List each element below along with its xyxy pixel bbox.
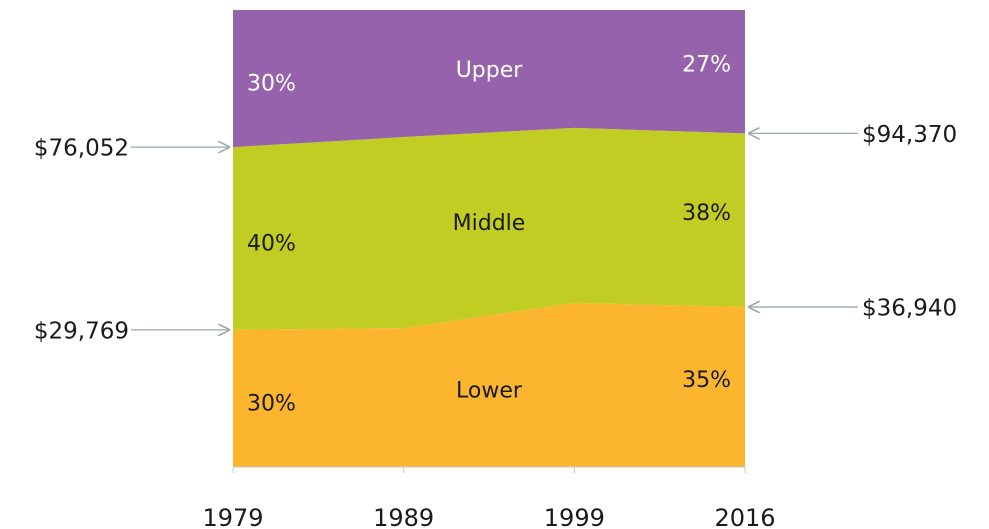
value-label: 27% (682, 53, 731, 78)
series-label: Lower (456, 378, 523, 403)
value-label: 30% (247, 72, 296, 97)
annotation-label: $29,769 (34, 318, 129, 344)
area (233, 127, 745, 330)
value-label: 30% (247, 391, 296, 416)
series-label: Middle (453, 211, 526, 236)
value-label: 38% (682, 201, 731, 226)
area (233, 302, 745, 467)
area (233, 10, 745, 148)
x-tick-label: 1999 (544, 504, 605, 529)
x-tick-label: 1979 (202, 504, 263, 529)
annotation-label: $94,370 (862, 122, 957, 148)
value-label: 40% (247, 232, 296, 257)
value-label: 35% (682, 368, 731, 393)
x-tick-label: 1989 (373, 504, 434, 529)
x-tick-label: 2016 (714, 504, 775, 529)
annotation-label: $36,940 (862, 296, 957, 322)
annotation-label: $76,052 (34, 136, 129, 162)
series-label: Upper (456, 58, 524, 83)
